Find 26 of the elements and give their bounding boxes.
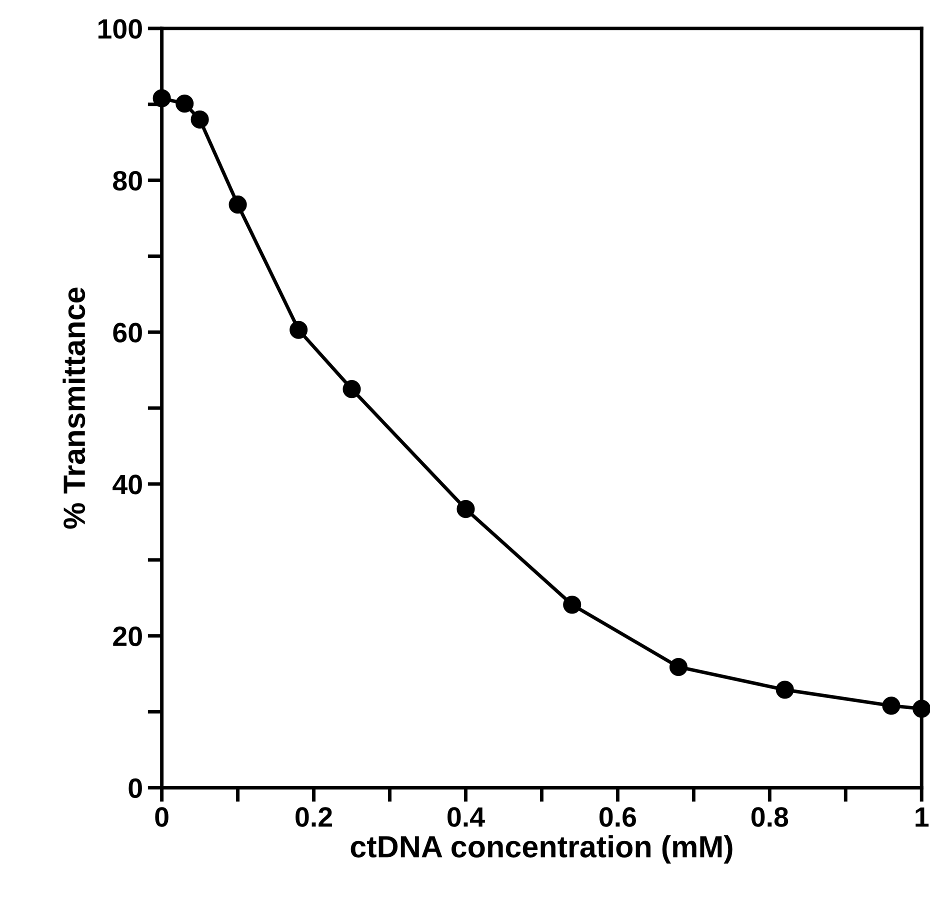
y-tick-label: 20 bbox=[113, 626, 142, 646]
y-tick-label: 0 bbox=[128, 778, 142, 798]
point bbox=[669, 658, 688, 676]
point bbox=[776, 680, 794, 699]
point bbox=[290, 320, 308, 339]
y-tick-label: 40 bbox=[112, 474, 142, 494]
x-tick-label: 0 bbox=[155, 807, 168, 827]
point bbox=[228, 196, 247, 214]
x-tick-label: 0.6 bbox=[600, 807, 636, 827]
point bbox=[342, 380, 361, 398]
point bbox=[456, 500, 475, 518]
x-tick-label: 0.8 bbox=[751, 807, 788, 827]
y-axis-title: % Transmittance bbox=[62, 288, 86, 529]
y-tick-label: 100 bbox=[98, 19, 142, 39]
x-axis-title: ctDNA concentration (mM) bbox=[350, 835, 732, 864]
x-tick-label: 0.4 bbox=[448, 807, 485, 827]
point bbox=[882, 696, 900, 715]
point bbox=[176, 94, 194, 113]
x-tick-label: 1 bbox=[916, 807, 929, 827]
point bbox=[190, 110, 209, 129]
y-tick-label: 80 bbox=[113, 170, 142, 191]
point bbox=[563, 596, 582, 614]
point bbox=[912, 700, 930, 718]
point bbox=[152, 89, 171, 108]
y-tick-label: 60 bbox=[113, 322, 142, 342]
x-tick-label: 0.2 bbox=[296, 807, 332, 827]
